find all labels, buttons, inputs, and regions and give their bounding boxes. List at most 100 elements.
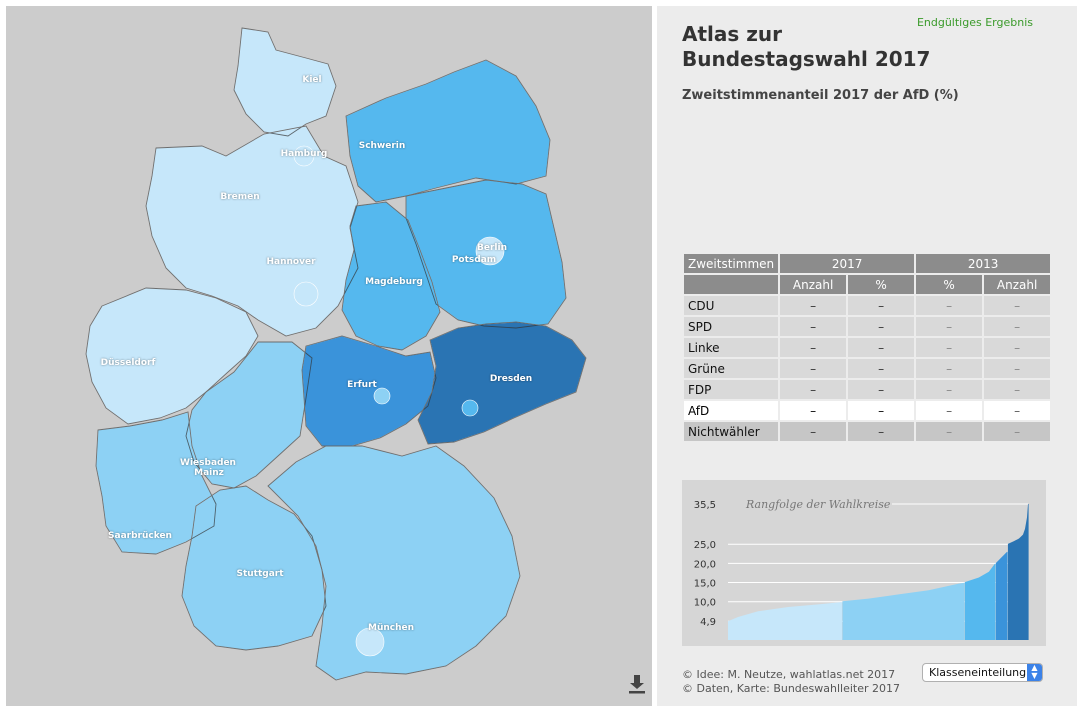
table-header-row-2: Anzahl % % Anzahl <box>684 275 1051 294</box>
city-label-muenchen: München <box>367 623 415 633</box>
city-label-kiel: Kiel <box>302 75 322 85</box>
chart-title: Rangfolge der Wahlkreise <box>745 498 891 511</box>
rank-segment-class-5[interactable] <box>1007 504 1029 640</box>
table-row-selected[interactable]: AfD – – – – <box>684 401 1051 420</box>
party-name: SPD <box>684 317 779 336</box>
classification-select-label: Klasseneinteilung <box>929 666 1027 679</box>
table-row[interactable]: FDP – – – – <box>684 380 1051 399</box>
value-2017-pct: – <box>848 380 915 399</box>
table-row[interactable]: Linke – – – – <box>684 338 1051 357</box>
value-2013-pct: – <box>916 359 983 378</box>
rank-segment-class-4[interactable] <box>995 551 1008 640</box>
rank-chart-svg[interactable]: 35,5 25,0 20,0 15,0 10,0 4,9 Rangfolge der Wah… <box>682 480 1046 646</box>
city-label-magdeburg: Magdeburg <box>365 277 423 287</box>
value-2017-count: – <box>780 338 847 357</box>
map-subtitle: Zweitstimmenanteil 2017 der AfD (%) <box>682 88 959 103</box>
rank-chart[interactable]: 35,5 25,0 20,0 15,0 10,0 4,9 Rangfolge der Wah… <box>682 480 1046 646</box>
value-2013-count: – <box>984 296 1051 315</box>
state-border <box>417 321 587 445</box>
germany-map[interactable] <box>6 6 652 706</box>
table-row[interactable]: SPD – – – – <box>684 317 1051 336</box>
city-area-muenchen[interactable] <box>355 627 385 657</box>
city-label-mainz: Mainz <box>194 468 224 478</box>
party-name: Nichtwähler <box>684 422 779 441</box>
rank-segment-class-1[interactable] <box>728 602 842 640</box>
state-border <box>233 27 337 137</box>
value-2013-count: – <box>984 401 1051 420</box>
credit-idea: © Idee: M. Neutze, wahlatlas.net 2017 <box>682 668 896 681</box>
value-2017-pct: – <box>848 296 915 315</box>
value-2013-count: – <box>984 338 1051 357</box>
value-2013-pct: – <box>916 380 983 399</box>
party-name: Linke <box>684 338 779 357</box>
state-border <box>185 341 313 489</box>
value-2017-count: – <box>780 401 847 420</box>
party-name: Grüne <box>684 359 779 378</box>
panel-divider <box>654 6 656 706</box>
city-label-bremen: Bremen <box>220 192 260 202</box>
y-tick-label: 10,0 <box>694 598 716 609</box>
value-2013-count: – <box>984 422 1051 441</box>
header-year-2013: 2013 <box>916 254 1051 273</box>
city-area-berlin[interactable] <box>475 236 505 266</box>
table-row[interactable]: Grüne – – – – <box>684 359 1051 378</box>
value-2013-pct: – <box>916 422 983 441</box>
header-2013-pct: % <box>916 275 983 294</box>
y-tick-label: 15,0 <box>694 579 716 590</box>
y-tick-label: 25,0 <box>694 540 716 551</box>
state-border <box>345 59 551 203</box>
city-area-hannover[interactable] <box>293 281 319 307</box>
state-border <box>341 201 441 351</box>
value-2017-pct: – <box>848 338 915 357</box>
city-label-hamburg: Hamburg <box>280 149 328 159</box>
header-year-2017: 2017 <box>780 254 915 273</box>
map-panel[interactable]: Kiel Hamburg Schwerin Bremen Berlin Pots… <box>6 6 652 706</box>
value-2017-count: – <box>780 359 847 378</box>
value-2017-count: – <box>780 422 847 441</box>
city-label-dresden: Dresden <box>489 374 533 384</box>
value-2017-pct: – <box>848 401 915 420</box>
city-label-saarbruecken: Saarbrücken <box>108 531 172 541</box>
results-table: Zweitstimmen 2017 2013 Anzahl % % Anzahl… <box>682 252 1052 443</box>
value-2013-count: – <box>984 380 1051 399</box>
value-2017-count: – <box>780 317 847 336</box>
classification-select[interactable]: Klasseneinteilung ▲ ▼ <box>922 663 1043 682</box>
title-line-2: Bundestagswahl 2017 <box>682 47 931 71</box>
header-zweitstimmen: Zweitstimmen <box>684 254 779 273</box>
party-name: FDP <box>684 380 779 399</box>
city-label-potsdam: Potsdam <box>451 255 497 265</box>
value-2013-pct: – <box>916 296 983 315</box>
city-label-stuttgart: Stuttgart <box>236 569 284 579</box>
header-empty <box>684 275 779 294</box>
value-2013-count: – <box>984 359 1051 378</box>
state-border <box>145 125 359 337</box>
header-2017-count: Anzahl <box>780 275 847 294</box>
table-row[interactable]: CDU – – – – <box>684 296 1051 315</box>
state-border <box>301 335 437 447</box>
y-tick-label: 20,0 <box>694 559 716 570</box>
download-icon[interactable] <box>628 674 646 694</box>
value-2017-pct: – <box>848 422 915 441</box>
party-name: AfD <box>684 401 779 420</box>
header-2013-count: Anzahl <box>984 275 1051 294</box>
page-title: Atlas zur Bundestagswahl 2017 <box>682 22 942 72</box>
city-area-erfurt[interactable] <box>373 387 391 405</box>
party-name: CDU <box>684 296 779 315</box>
rank-segment-class-3[interactable] <box>964 563 996 640</box>
state-border <box>405 179 567 329</box>
y-tick-label: 4,9 <box>700 617 716 628</box>
rank-segment-class-2[interactable] <box>842 582 965 640</box>
credits: © Idee: M. Neutze, wahlatlas.net 2017 © … <box>682 668 900 696</box>
table-row[interactable]: Nichtwähler – – – – <box>684 422 1051 441</box>
chart-title-bg <box>742 496 892 510</box>
city-area-hamburg[interactable] <box>293 145 315 167</box>
city-label-duesseldorf: Düsseldorf <box>100 358 156 368</box>
table-header-row-1: Zweitstimmen 2017 2013 <box>684 254 1051 273</box>
state-border <box>95 411 217 555</box>
state-border <box>267 445 521 681</box>
city-area-chemnitz[interactable] <box>461 399 479 417</box>
region-thueringen[interactable] <box>301 335 437 447</box>
value-2013-count: – <box>984 317 1051 336</box>
title-line-1: Atlas zur <box>682 22 782 46</box>
value-2017-pct: – <box>848 359 915 378</box>
